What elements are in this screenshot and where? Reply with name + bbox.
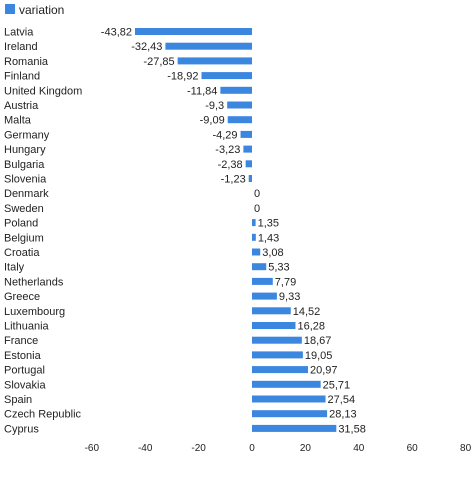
category-label-ireland: Ireland bbox=[4, 41, 38, 53]
x-axis-ticks: -60 -40 -20 0 20 40 60 80 bbox=[85, 443, 472, 454]
value-label-portugal: 20,97 bbox=[310, 365, 338, 377]
value-label-ireland: -32,43 bbox=[131, 41, 162, 53]
bar-belgium[interactable] bbox=[252, 233, 256, 241]
category-label-finland: Finland bbox=[4, 71, 40, 83]
category-label-hungary: Hungary bbox=[4, 144, 46, 156]
value-label-slovakia: 25,71 bbox=[323, 379, 351, 391]
value-label-spain: 27,54 bbox=[328, 394, 356, 406]
bar-germany[interactable] bbox=[240, 130, 252, 138]
legend-swatch bbox=[5, 4, 15, 14]
bar-romania[interactable] bbox=[177, 57, 252, 65]
value-label-austria: -9,3 bbox=[205, 100, 224, 112]
value-label-germany: -4,29 bbox=[212, 129, 237, 141]
category-label-united-kingdom: United Kingdom bbox=[4, 85, 82, 97]
bar-france[interactable] bbox=[252, 336, 302, 344]
bar-portugal[interactable] bbox=[252, 366, 308, 374]
category-label-croatia: Croatia bbox=[4, 247, 40, 259]
category-label-poland: Poland bbox=[4, 218, 38, 230]
value-label-united-kingdom: -11,84 bbox=[187, 85, 217, 97]
bar-netherlands[interactable] bbox=[252, 277, 273, 285]
bar-austria[interactable] bbox=[227, 101, 252, 109]
category-label-portugal: Portugal bbox=[4, 365, 45, 377]
value-label-france: 18,67 bbox=[304, 335, 332, 347]
value-label-cyprus: 31,58 bbox=[338, 423, 366, 435]
value-label-lithuania: 16,28 bbox=[297, 321, 325, 333]
x-tick-label: -60 bbox=[85, 443, 100, 454]
category-label-luxembourg: Luxembourg bbox=[4, 306, 65, 318]
category-label-latvia: Latvia bbox=[4, 27, 34, 39]
bar-czech-republic[interactable] bbox=[252, 410, 328, 418]
category-label-romania: Romania bbox=[4, 56, 49, 68]
bar-croatia[interactable] bbox=[252, 248, 261, 256]
category-label-spain: Spain bbox=[4, 394, 32, 406]
category-label-estonia: Estonia bbox=[4, 350, 42, 362]
value-label-slovenia: -1,23 bbox=[221, 174, 246, 186]
category-label-belgium: Belgium bbox=[4, 232, 44, 244]
value-label-belgium: 1,43 bbox=[258, 232, 279, 244]
bar-spain[interactable] bbox=[252, 395, 326, 403]
category-label-sweden: Sweden bbox=[4, 203, 44, 215]
value-label-czech-republic: 28,13 bbox=[329, 409, 357, 421]
bar-poland[interactable] bbox=[252, 219, 256, 227]
value-label-bulgaria: -2,38 bbox=[218, 159, 243, 171]
value-label-hungary: -3,23 bbox=[215, 144, 240, 156]
x-tick-label: 20 bbox=[300, 443, 312, 454]
category-label-denmark: Denmark bbox=[4, 188, 49, 200]
bar-greece[interactable] bbox=[252, 292, 277, 300]
value-label-luxembourg: 14,52 bbox=[293, 306, 321, 318]
x-tick-label: -40 bbox=[138, 443, 153, 454]
value-label-malta: -9,09 bbox=[200, 115, 225, 127]
category-label-italy: Italy bbox=[4, 262, 25, 274]
bar-lithuania[interactable] bbox=[252, 322, 296, 329]
value-label-poland: 1,35 bbox=[258, 218, 279, 230]
value-label-italy: 5,33 bbox=[268, 262, 289, 274]
legend[interactable]: variation bbox=[5, 3, 64, 17]
category-label-greece: Greece bbox=[4, 291, 40, 303]
bar-estonia[interactable] bbox=[252, 351, 303, 359]
bar-luxembourg[interactable] bbox=[252, 307, 291, 315]
bar-bulgaria[interactable] bbox=[245, 160, 252, 168]
value-label-latvia: -43,82 bbox=[101, 27, 132, 39]
category-label-netherlands: Netherlands bbox=[4, 276, 64, 288]
category-label-bulgaria: Bulgaria bbox=[4, 159, 45, 171]
x-tick-label: -20 bbox=[191, 443, 206, 454]
value-labels: -43,82 -32,43 -27,85 -18,92 -11,84 -9,3 -9,09 -… bbox=[101, 27, 366, 436]
bar-latvia[interactable] bbox=[135, 28, 252, 35]
value-label-greece: 9,33 bbox=[279, 291, 300, 303]
bar-united-kingdom[interactable] bbox=[220, 86, 252, 94]
bar-finland[interactable] bbox=[201, 72, 252, 80]
value-label-estonia: 19,05 bbox=[305, 350, 333, 362]
value-label-croatia: 3,08 bbox=[262, 247, 283, 259]
category-label-lithuania: Lithuania bbox=[4, 321, 50, 333]
bar-italy[interactable] bbox=[252, 263, 267, 271]
category-label-malta: Malta bbox=[4, 115, 32, 127]
category-label-czech-republic: Czech Republic bbox=[4, 409, 82, 421]
bar-slovakia[interactable] bbox=[252, 380, 321, 388]
value-label-finland: -18,92 bbox=[167, 71, 198, 83]
category-label-cyprus: Cyprus bbox=[4, 423, 39, 435]
x-tick-label: 40 bbox=[353, 443, 365, 454]
value-label-denmark: 0 bbox=[254, 188, 260, 200]
x-tick-label: 80 bbox=[460, 443, 472, 454]
value-label-romania: -27,85 bbox=[143, 56, 174, 68]
bar-cyprus[interactable] bbox=[252, 424, 337, 432]
bars bbox=[135, 28, 337, 432]
category-label-france: France bbox=[4, 335, 38, 347]
x-tick-label: 60 bbox=[407, 443, 419, 454]
legend-label: variation bbox=[19, 3, 64, 17]
category-label-slovakia: Slovakia bbox=[4, 379, 46, 391]
category-label-germany: Germany bbox=[4, 129, 50, 141]
bar-slovenia[interactable] bbox=[248, 175, 252, 182]
x-tick-label: 0 bbox=[249, 443, 255, 454]
category-label-slovenia: Slovenia bbox=[4, 174, 47, 186]
value-label-netherlands: 7,79 bbox=[275, 276, 296, 288]
bar-hungary[interactable] bbox=[243, 145, 252, 153]
bar-ireland[interactable] bbox=[165, 42, 252, 50]
bar-malta[interactable] bbox=[227, 116, 252, 124]
category-label-austria: Austria bbox=[4, 100, 39, 112]
category-labels: Latvia Ireland Romania Finland United Kingdo… bbox=[4, 27, 82, 436]
value-label-sweden: 0 bbox=[254, 203, 260, 215]
